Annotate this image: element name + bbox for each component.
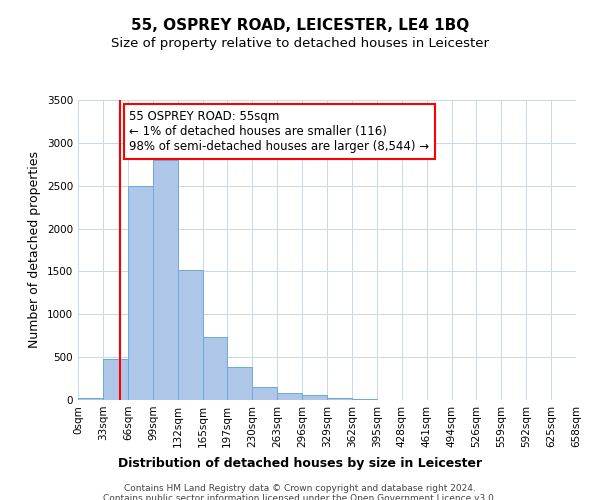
Bar <box>78 398 103 400</box>
Bar <box>203 336 227 400</box>
Text: Contains HM Land Registry data © Crown copyright and database right 2024.: Contains HM Land Registry data © Crown c… <box>124 484 476 493</box>
Bar <box>327 398 352 400</box>
Bar <box>128 186 153 400</box>
Bar <box>302 396 327 400</box>
Y-axis label: Number of detached properties: Number of detached properties <box>28 152 41 348</box>
Text: Contains public sector information licensed under the Open Government Licence v3: Contains public sector information licen… <box>103 494 497 500</box>
Bar <box>153 160 178 400</box>
Bar <box>252 387 277 400</box>
Text: 55, OSPREY ROAD, LEICESTER, LE4 1BQ: 55, OSPREY ROAD, LEICESTER, LE4 1BQ <box>131 18 469 32</box>
Bar <box>352 399 377 400</box>
Bar <box>103 359 128 400</box>
Bar <box>277 393 302 400</box>
Text: 55 OSPREY ROAD: 55sqm
← 1% of detached houses are smaller (116)
98% of semi-deta: 55 OSPREY ROAD: 55sqm ← 1% of detached h… <box>130 110 430 154</box>
Bar <box>178 270 203 400</box>
Text: Size of property relative to detached houses in Leicester: Size of property relative to detached ho… <box>111 38 489 51</box>
Bar <box>227 366 252 400</box>
Text: Distribution of detached houses by size in Leicester: Distribution of detached houses by size … <box>118 458 482 470</box>
